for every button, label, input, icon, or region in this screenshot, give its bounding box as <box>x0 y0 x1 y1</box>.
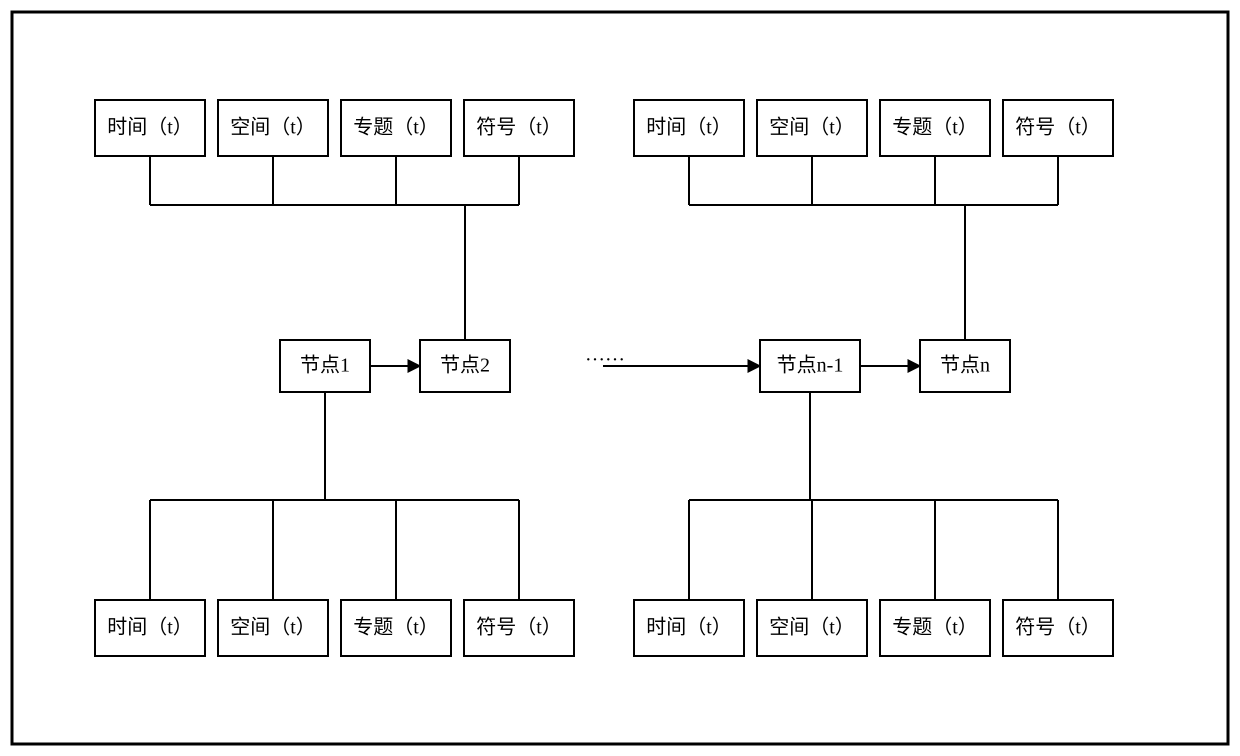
node-label-n4: 节点n <box>940 354 990 377</box>
node-b2c: 专题（t） <box>880 600 990 656</box>
node-b1a: 时间（t） <box>95 600 205 656</box>
node-label-t2c: 专题（t） <box>892 116 978 139</box>
node-label-n1: 节点1 <box>300 354 350 377</box>
node-label-dots: …… <box>585 344 625 366</box>
node-n4: 节点n <box>920 340 1010 392</box>
node-label-b1b: 空间（t） <box>230 616 316 639</box>
node-label-t2d: 符号（t） <box>1015 116 1101 139</box>
node-t2c: 专题（t） <box>880 100 990 156</box>
node-n2: 节点2 <box>420 340 510 392</box>
node-t2a: 时间（t） <box>634 100 744 156</box>
node-label-b2d: 符号（t） <box>1015 616 1101 639</box>
node-label-b1d: 符号（t） <box>476 616 562 639</box>
node-b2a: 时间（t） <box>634 600 744 656</box>
node-label-n2: 节点2 <box>440 354 490 377</box>
node-label-t1d: 符号（t） <box>476 116 562 139</box>
node-label-b2a: 时间（t） <box>646 616 732 639</box>
node-n3: 节点n-1 <box>760 340 860 392</box>
node-t1c: 专题（t） <box>341 100 451 156</box>
node-dots: …… <box>585 344 625 366</box>
node-label-b2b: 空间（t） <box>769 616 855 639</box>
node-t1b: 空间（t） <box>218 100 328 156</box>
node-t1d: 符号（t） <box>464 100 574 156</box>
node-label-t2b: 空间（t） <box>769 116 855 139</box>
node-b1d: 符号（t） <box>464 600 574 656</box>
diagram-canvas: 时间（t） 空间（t） 专题（t） 符号（t） 时间（t） 空间（t） 专题（t） 符号（t）… <box>0 0 1240 756</box>
node-label-n3: 节点n-1 <box>777 354 844 377</box>
node-label-t1c: 专题（t） <box>353 116 439 139</box>
node-b1b: 空间（t） <box>218 600 328 656</box>
node-b1c: 专题（t） <box>341 600 451 656</box>
node-label-t2a: 时间（t） <box>646 116 732 139</box>
node-t2b: 空间（t） <box>757 100 867 156</box>
node-label-b1c: 专题（t） <box>353 616 439 639</box>
node-t1a: 时间（t） <box>95 100 205 156</box>
node-label-b1a: 时间（t） <box>107 616 193 639</box>
node-t2d: 符号（t） <box>1003 100 1113 156</box>
node-label-t1a: 时间（t） <box>107 116 193 139</box>
node-label-t1b: 空间（t） <box>230 116 316 139</box>
node-label-b2c: 专题（t） <box>892 616 978 639</box>
node-n1: 节点1 <box>280 340 370 392</box>
node-b2b: 空间（t） <box>757 600 867 656</box>
node-b2d: 符号（t） <box>1003 600 1113 656</box>
